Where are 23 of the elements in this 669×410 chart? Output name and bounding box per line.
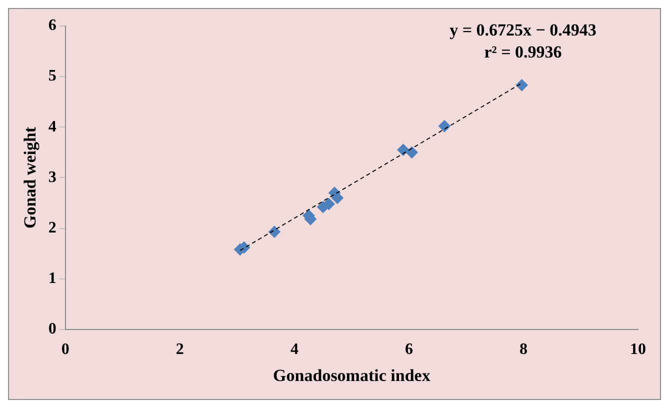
x-tick-label: 4 <box>290 341 298 358</box>
x-tick-label: 2 <box>176 341 184 358</box>
y-tick-label: 3 <box>48 168 56 186</box>
annotation: y = 0.6725x − 0.4943 <box>450 20 596 40</box>
y-tick-label: 0 <box>48 320 56 338</box>
y-tick-label: 1 <box>48 270 56 287</box>
y-tick-label: 2 <box>48 219 56 236</box>
y-tick-label: 4 <box>48 118 56 136</box>
point <box>516 79 528 92</box>
x-axis-title: Gonadosomatic index <box>273 366 431 386</box>
annotation: r² = 0.9936 <box>484 42 562 62</box>
x-tick-label: 0 <box>61 341 70 358</box>
x-tick-label: 6 <box>404 341 413 358</box>
point <box>438 120 450 132</box>
y-axis-title: Gonad weight <box>20 126 40 228</box>
y-tick-label: 6 <box>48 17 56 34</box>
point <box>397 144 410 156</box>
point <box>322 198 335 210</box>
y-tick-label: 5 <box>48 68 56 85</box>
point <box>406 146 418 158</box>
x-tick-label: 10 <box>630 341 646 358</box>
point <box>268 226 280 238</box>
x-tick-label: 8 <box>519 341 528 358</box>
